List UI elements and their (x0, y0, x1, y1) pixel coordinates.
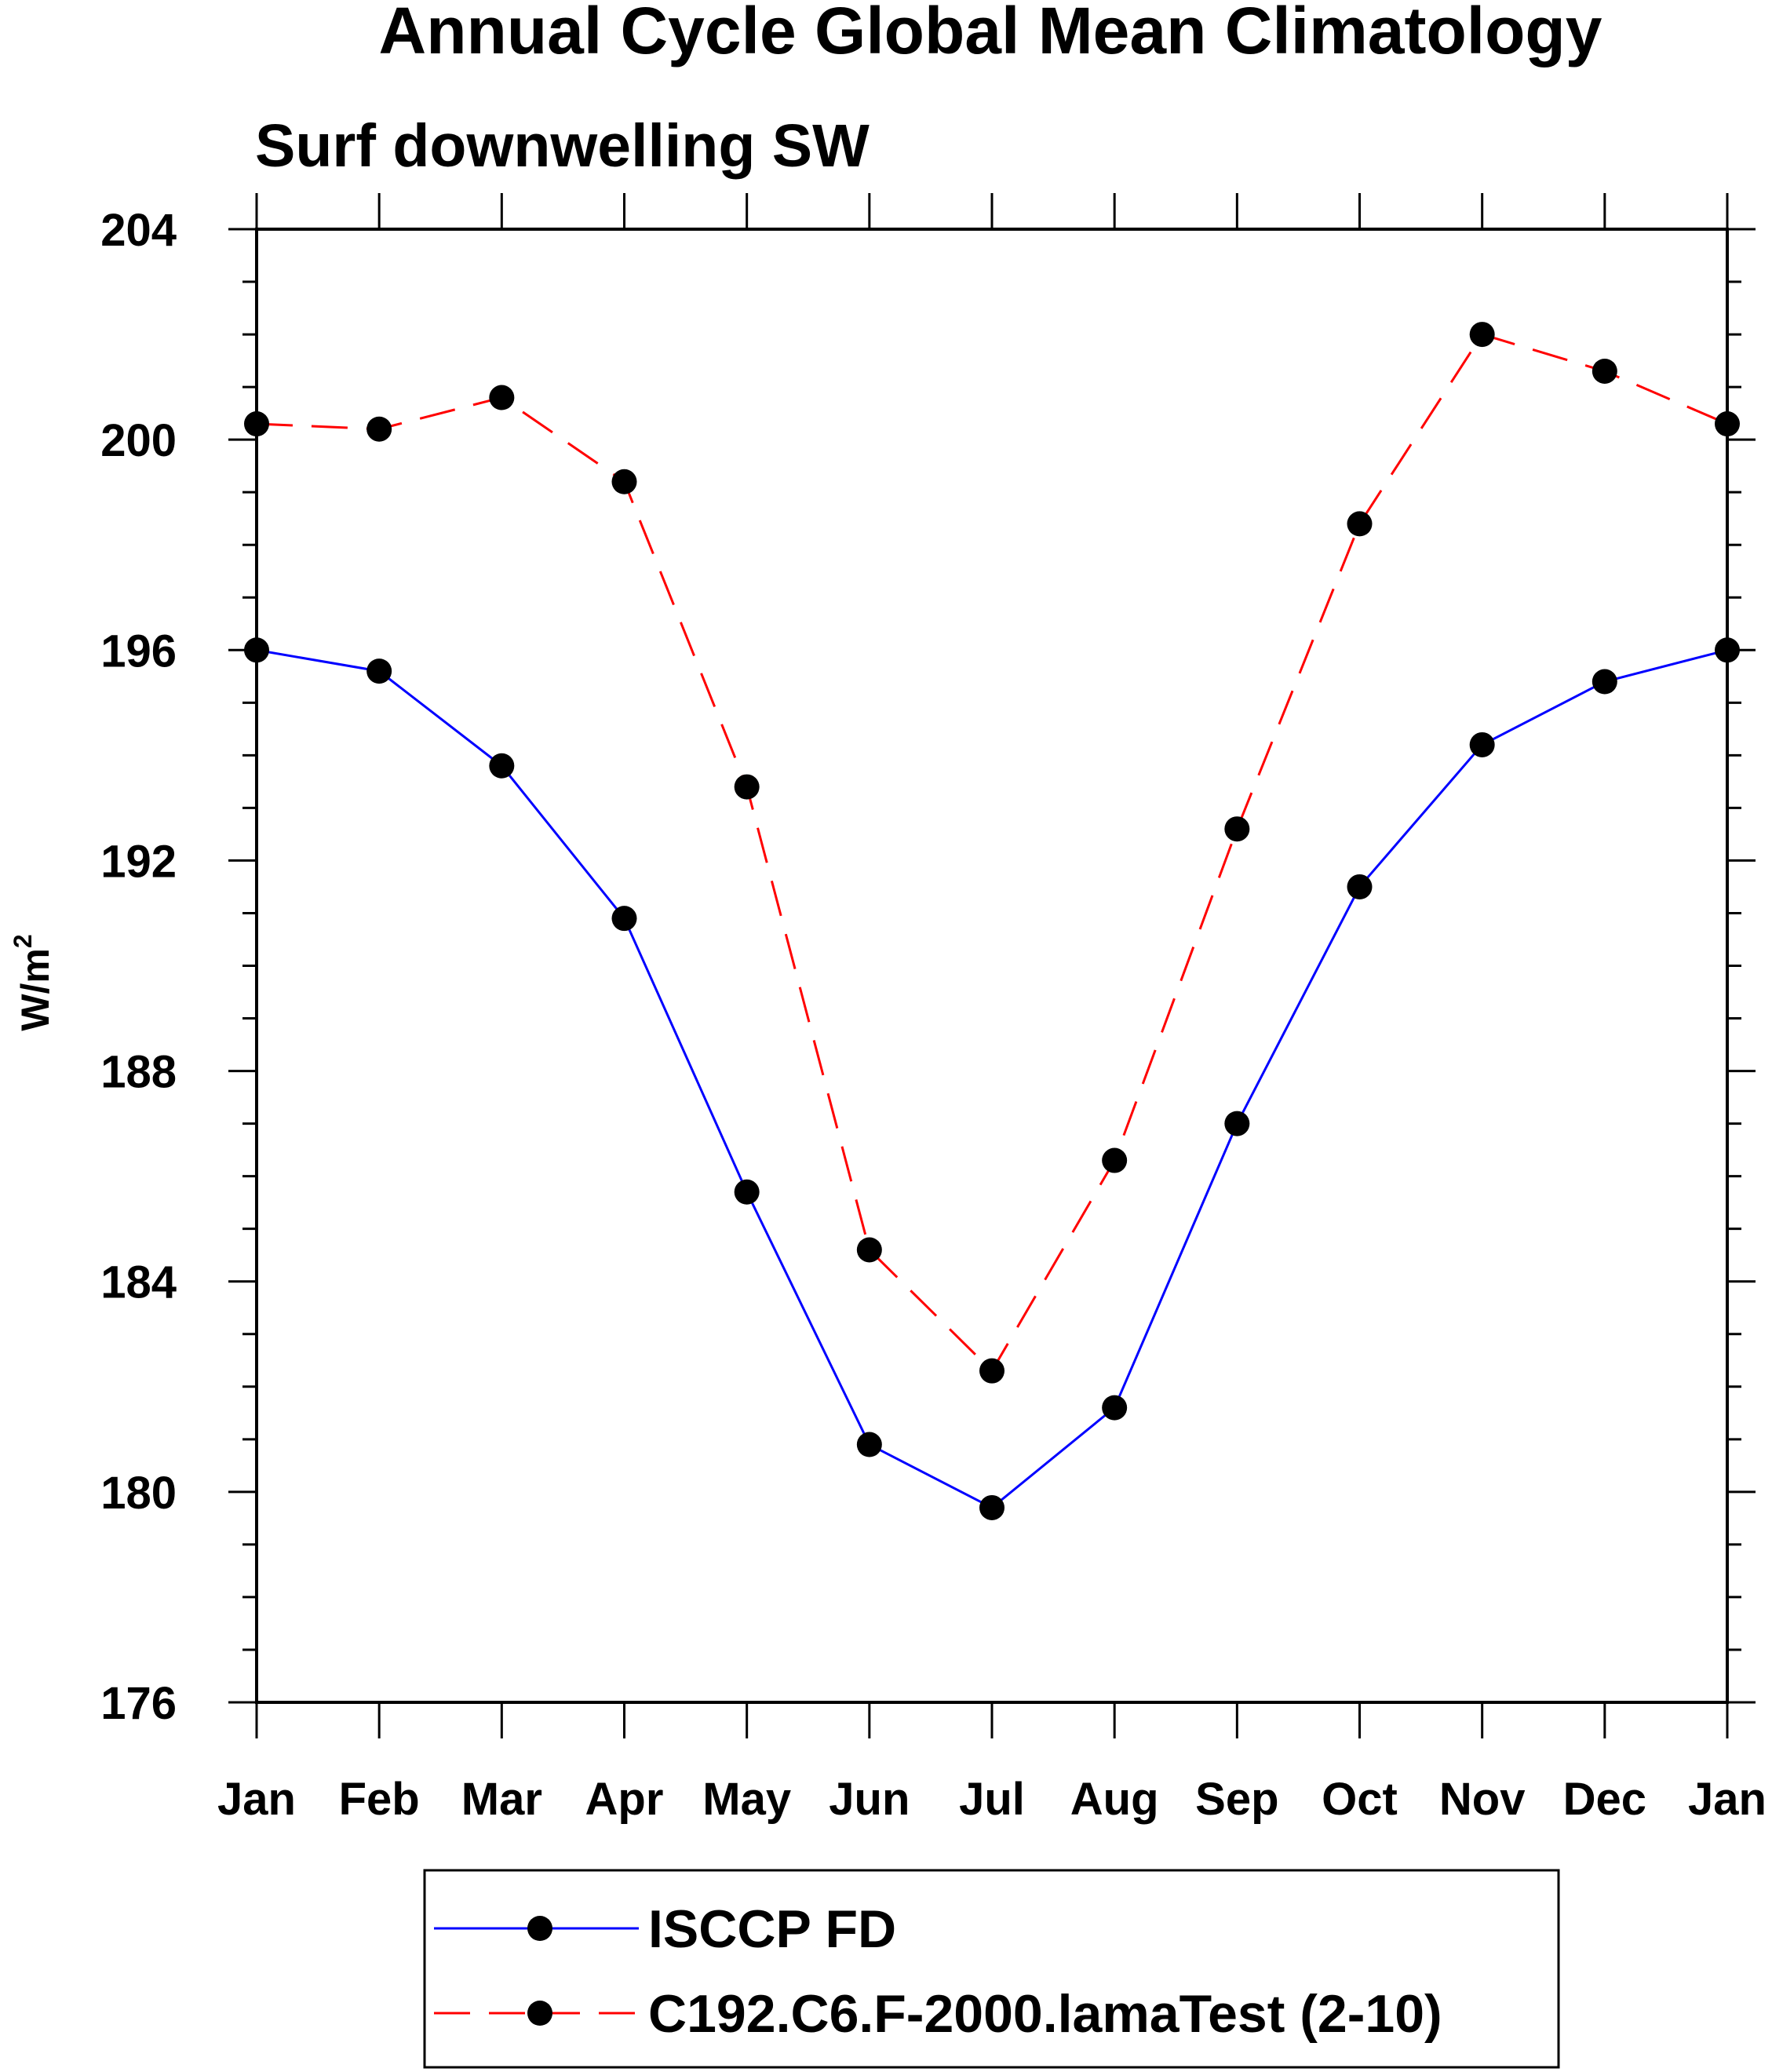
data-point-series-1 (1469, 322, 1495, 348)
x-tick-label: Jul (959, 1774, 1025, 1825)
x-tick-label: Aug (1070, 1774, 1159, 1825)
legend-label-0: ISCCP FD (648, 1899, 896, 1959)
data-point-series-1 (1224, 816, 1250, 842)
data-point-series-0 (366, 658, 392, 684)
legend-marker-0 (527, 1916, 552, 1941)
x-tick-label: Jun (829, 1774, 910, 1825)
data-point-series-1 (734, 774, 760, 800)
y-tick-label: 196 (100, 626, 177, 677)
data-point-series-1 (1347, 511, 1373, 537)
x-tick-label: Feb (339, 1774, 420, 1825)
data-point-series-0 (1102, 1395, 1128, 1421)
x-tick-label: Nov (1439, 1774, 1526, 1825)
data-series (244, 322, 1740, 1520)
x-tick-label: Jan (217, 1774, 296, 1825)
legend: ISCCP FD C192.C6.F-2000.lamaTest (2-10) (434, 1899, 1442, 2044)
y-tick-label: 184 (100, 1257, 177, 1308)
data-point-series-0 (856, 1432, 882, 1457)
x-tick-label: Jan (1688, 1774, 1767, 1825)
data-point-series-1 (244, 411, 269, 437)
data-point-series-0 (244, 637, 269, 663)
data-point-series-1 (1715, 411, 1740, 437)
data-point-series-0 (1469, 731, 1495, 757)
y-tick-label: 188 (100, 1047, 177, 1098)
data-point-series-1 (1592, 358, 1617, 384)
plot-frame (255, 228, 1729, 1704)
y-tick-label: 176 (100, 1678, 177, 1729)
legend-box (423, 1869, 1560, 2069)
y-tick-label: 204 (100, 205, 177, 256)
data-point-series-1 (611, 469, 637, 494)
data-point-series-0 (1715, 637, 1740, 663)
data-point-series-1 (366, 416, 392, 442)
x-tick-label: Mar (461, 1774, 542, 1825)
y-tick-label: 200 (100, 415, 177, 466)
data-point-series-0 (611, 906, 637, 932)
data-point-series-0 (1592, 669, 1617, 695)
data-point-series-1 (979, 1358, 1004, 1384)
x-tick-label: Apr (585, 1774, 664, 1825)
chart-title: Annual Cycle Global Mean Climatology (379, 0, 1602, 67)
y-axis-label-superscript: 2 (9, 934, 37, 948)
x-tick-label: Oct (1322, 1774, 1398, 1825)
data-point-series-0 (489, 753, 515, 779)
data-point-series-0 (1347, 874, 1373, 899)
chart-subtitle: Surf downwelling SW (255, 112, 870, 180)
data-point-series-0 (1224, 1111, 1250, 1136)
legend-marker-1 (527, 2001, 552, 2026)
legend-label-1: C192.C6.F-2000.lamaTest (2-10) (648, 1984, 1442, 2044)
svg-text:W/m2: W/m2 (9, 934, 57, 1031)
data-point-series-0 (734, 1179, 760, 1205)
series-line-1 (256, 333, 1728, 1373)
data-point-series-0 (979, 1494, 1004, 1520)
x-tick-label: May (702, 1774, 791, 1825)
axis-ticks: 176 180 184 188 192 196 200 204 Jan Feb Mar Apr May J… (100, 193, 1767, 1825)
x-tick-label: Sep (1195, 1774, 1278, 1825)
data-point-series-1 (1102, 1147, 1128, 1173)
data-point-series-1 (489, 385, 515, 410)
y-axis-label: W/m2 (9, 934, 57, 1031)
y-tick-label: 180 (100, 1468, 177, 1519)
data-point-series-1 (856, 1237, 882, 1263)
y-tick-label: 192 (100, 836, 177, 887)
x-tick-label: Dec (1563, 1774, 1646, 1825)
y-axis-label-base: W/m (13, 948, 57, 1031)
